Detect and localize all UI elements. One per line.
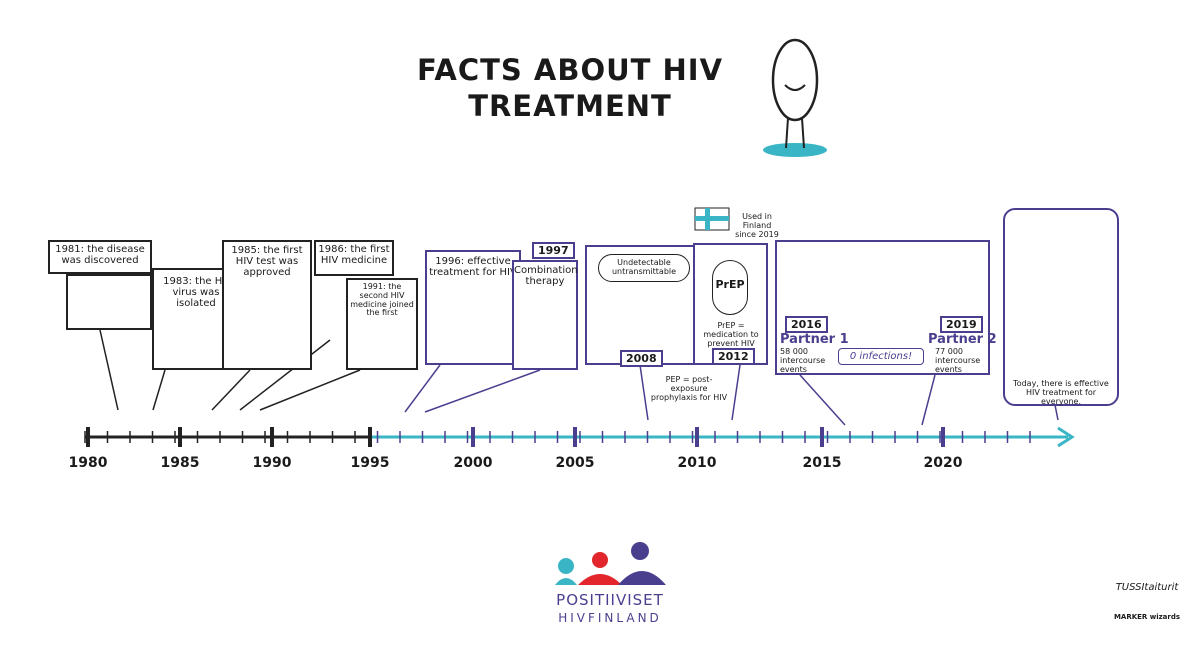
year-label: 2015 [802, 455, 842, 471]
event-text: 1986: the first HIV medicine [318, 244, 390, 266]
mascot-leg [801, 117, 805, 149]
year-label: 1980 [68, 455, 108, 471]
timeline [84, 426, 1075, 448]
event-box: 1986: the first HIV medicine [314, 240, 394, 276]
pill-text: PrEP [715, 278, 745, 291]
mascot-smile [784, 84, 806, 91]
event-text: Today, there is effective HIV treatment … [1013, 379, 1109, 406]
note: Used in Finland since 2019 [735, 212, 779, 239]
event-text: 1996: effective treatment for HIV [429, 256, 517, 278]
event-text: Combination therapy [514, 265, 578, 287]
flag-cross [705, 208, 710, 230]
event-text: PrEP = medication to prevent HIV [703, 321, 759, 348]
year-label: 2000 [453, 455, 493, 471]
prep-pill: PrEP [712, 260, 748, 315]
year-label: 2010 [677, 455, 717, 471]
event-box: 1996: effective treatment for HIV [425, 250, 521, 365]
speech-bubble: Undetectable untransmittable [598, 254, 690, 282]
partner-text: 77 000 intercourse events [935, 347, 981, 374]
event-text: 1981: the disease was discovered [55, 244, 145, 266]
event-box: 1985: the first HIV test was approved [222, 240, 312, 370]
logo-body [555, 578, 577, 585]
illustration-frame [66, 274, 152, 330]
event-text: 1983: the HI-virus was isolated [163, 276, 229, 309]
year-label: 2020 [923, 455, 963, 471]
logo-dot [631, 542, 649, 560]
logo-top: POSITIIVISET [556, 591, 664, 609]
signature-top: TUSSItaiturit [1115, 582, 1179, 593]
event-text: 1991: the second HIV medicine joined the… [350, 282, 414, 318]
event-box: Combination therapy [512, 260, 578, 370]
year-label: 1990 [252, 455, 292, 471]
partner-text: 58 000 intercourse events [780, 347, 826, 374]
partner-name: Partner 1 [780, 332, 849, 347]
event-text: 1985: the first HIV test was approved [231, 245, 303, 278]
year-tag: 1997 [532, 242, 575, 259]
title: FACTS ABOUT HIV TREATMENT [416, 53, 724, 124]
event-box [1003, 208, 1119, 406]
event-box: 1991: the second HIV medicine joined the… [346, 278, 418, 370]
year-tag: 2019 [940, 316, 983, 333]
year-tag: 2012 [712, 348, 755, 365]
logo-dot [558, 558, 574, 574]
timeline-arrow [1057, 426, 1075, 448]
logo-bottom: HIVFINLAND [558, 611, 662, 625]
year-label: 2005 [555, 455, 595, 471]
logo-body [578, 574, 622, 585]
logo-body [618, 571, 666, 585]
signature-bottom: MARKER wizards [1113, 613, 1181, 621]
mascot-shadow [763, 143, 827, 157]
event-box: 1981: the disease was discovered [48, 240, 152, 274]
callouts-purple [404, 364, 1059, 426]
logo-dot [592, 552, 608, 568]
event-text: PEP = post-exposure prophylaxis for HIV [650, 375, 728, 402]
year-label: 1995 [350, 455, 390, 471]
partner-name: Partner 2 [928, 332, 997, 347]
flag-cross [695, 216, 729, 221]
mascot [771, 38, 819, 122]
year-label: 1985 [160, 455, 200, 471]
infection-label: 0 infections! [838, 348, 924, 365]
year-tag: 2008 [620, 350, 663, 367]
bubble-text: Undetectable untransmittable [611, 258, 677, 276]
mascot-leg [785, 117, 789, 149]
callouts [99, 329, 361, 411]
year-tag: 2016 [785, 316, 828, 333]
